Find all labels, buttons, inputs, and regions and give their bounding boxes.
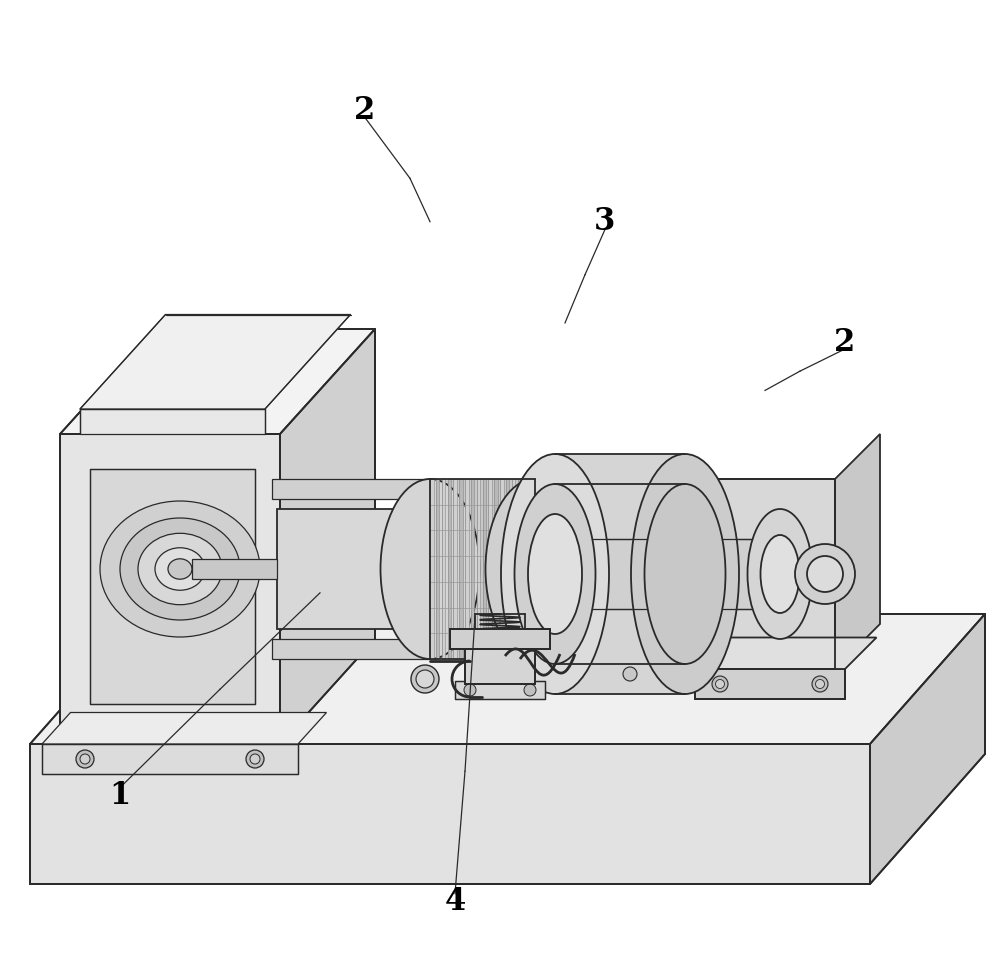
Ellipse shape <box>246 750 264 768</box>
Polygon shape <box>30 744 870 884</box>
Polygon shape <box>488 479 492 659</box>
Polygon shape <box>436 479 439 659</box>
Ellipse shape <box>100 501 260 637</box>
Polygon shape <box>500 479 504 659</box>
Polygon shape <box>494 479 498 659</box>
Ellipse shape <box>716 680 724 688</box>
Polygon shape <box>695 669 845 699</box>
Polygon shape <box>506 479 509 659</box>
Ellipse shape <box>631 454 739 694</box>
Polygon shape <box>450 629 550 649</box>
Text: 4: 4 <box>444 886 466 917</box>
Text: 2: 2 <box>834 327 856 358</box>
Polygon shape <box>448 479 451 659</box>
Polygon shape <box>523 479 527 659</box>
Text: 1: 1 <box>109 780 131 811</box>
Polygon shape <box>30 614 985 744</box>
Ellipse shape <box>464 684 476 696</box>
Ellipse shape <box>514 484 596 664</box>
Polygon shape <box>42 744 298 774</box>
Text: 2: 2 <box>354 95 376 126</box>
Ellipse shape <box>155 548 205 590</box>
Ellipse shape <box>120 518 240 620</box>
Polygon shape <box>430 479 434 659</box>
Polygon shape <box>512 479 515 659</box>
Ellipse shape <box>168 559 192 579</box>
Polygon shape <box>442 479 445 659</box>
Polygon shape <box>42 712 326 744</box>
Ellipse shape <box>816 680 824 688</box>
Polygon shape <box>277 509 430 629</box>
Polygon shape <box>482 479 486 659</box>
Polygon shape <box>465 649 535 684</box>
Ellipse shape <box>623 667 637 681</box>
Ellipse shape <box>501 454 609 694</box>
Polygon shape <box>60 434 280 744</box>
Polygon shape <box>453 479 457 659</box>
Ellipse shape <box>411 665 439 693</box>
Polygon shape <box>90 469 255 704</box>
Ellipse shape <box>76 750 94 768</box>
Ellipse shape <box>807 556 843 592</box>
Polygon shape <box>455 681 545 699</box>
Ellipse shape <box>250 754 260 764</box>
Ellipse shape <box>812 676 828 692</box>
Ellipse shape <box>761 535 800 613</box>
Polygon shape <box>459 479 463 659</box>
Polygon shape <box>192 559 277 579</box>
Polygon shape <box>555 454 685 694</box>
Polygon shape <box>870 614 985 884</box>
Polygon shape <box>525 539 765 609</box>
Ellipse shape <box>486 479 584 659</box>
Ellipse shape <box>380 479 480 659</box>
Ellipse shape <box>416 670 434 688</box>
Text: 3: 3 <box>594 206 616 237</box>
Ellipse shape <box>795 544 855 604</box>
Polygon shape <box>80 314 351 409</box>
Ellipse shape <box>524 684 536 696</box>
Polygon shape <box>529 479 533 659</box>
Polygon shape <box>471 479 474 659</box>
Polygon shape <box>272 479 435 499</box>
Ellipse shape <box>528 514 582 634</box>
Polygon shape <box>430 479 535 659</box>
Polygon shape <box>80 409 265 434</box>
Polygon shape <box>465 479 468 659</box>
Ellipse shape <box>712 676 728 692</box>
Polygon shape <box>272 639 435 659</box>
Ellipse shape <box>80 754 90 764</box>
Polygon shape <box>695 637 876 669</box>
Ellipse shape <box>748 509 812 639</box>
Polygon shape <box>518 479 521 659</box>
Polygon shape <box>280 329 375 744</box>
Polygon shape <box>835 434 880 669</box>
Ellipse shape <box>644 484 726 664</box>
Polygon shape <box>477 479 480 659</box>
Ellipse shape <box>138 533 222 604</box>
Polygon shape <box>60 329 375 434</box>
Polygon shape <box>705 479 835 669</box>
